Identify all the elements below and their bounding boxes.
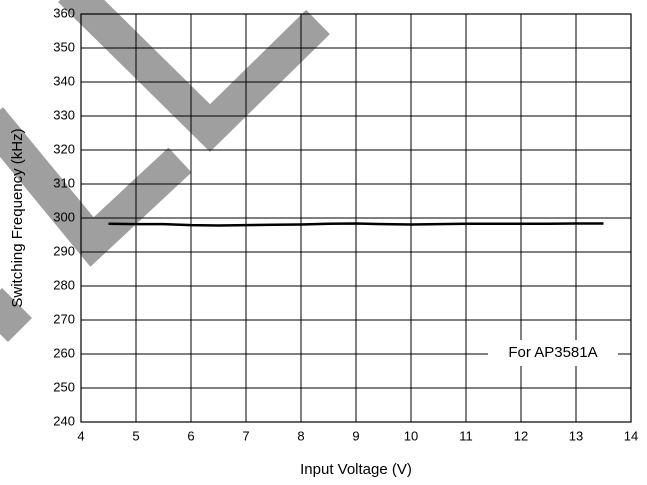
y-tick-label: 260 <box>53 345 75 360</box>
x-tick-label: 4 <box>77 428 84 443</box>
y-tick-label: 310 <box>53 175 75 190</box>
x-tick-label: 7 <box>242 428 249 443</box>
x-tick-label: 11 <box>459 428 473 443</box>
x-tick-label: 13 <box>569 428 583 443</box>
chart: 240 250 260 270 280 290 300 310 320 330 340 350 360 4… <box>0 0 647 485</box>
x-tick-label: 9 <box>352 428 359 443</box>
y-tick-label: 280 <box>53 277 75 292</box>
x-tick-label: 6 <box>187 428 194 443</box>
watermark-stroke <box>70 0 318 128</box>
x-tick-label: 10 <box>404 428 418 443</box>
y-tick-label: 330 <box>53 107 75 122</box>
y-tick-label: 250 <box>53 379 75 394</box>
annotation: For AP3581A <box>508 344 597 361</box>
x-axis-label: Input Voltage (V) <box>300 461 412 478</box>
x-tick-label: 8 <box>297 428 304 443</box>
y-tick-label: 350 <box>53 39 75 54</box>
x-tick-label: 5 <box>132 428 139 443</box>
y-tick-label: 320 <box>53 141 75 156</box>
x-tick-label: 14 <box>624 428 638 443</box>
x-tick-label: 12 <box>514 428 528 443</box>
y-tick-label: 290 <box>53 243 75 258</box>
y-tick-label: 360 <box>53 5 75 20</box>
y-tick-label: 340 <box>53 73 75 88</box>
y-axis-label: Switching Frequency (kHz) <box>9 128 26 307</box>
y-tick-label: 300 <box>53 209 75 224</box>
watermark <box>0 0 318 330</box>
y-tick-label: 270 <box>53 311 75 326</box>
y-tick-label: 240 <box>53 413 75 428</box>
